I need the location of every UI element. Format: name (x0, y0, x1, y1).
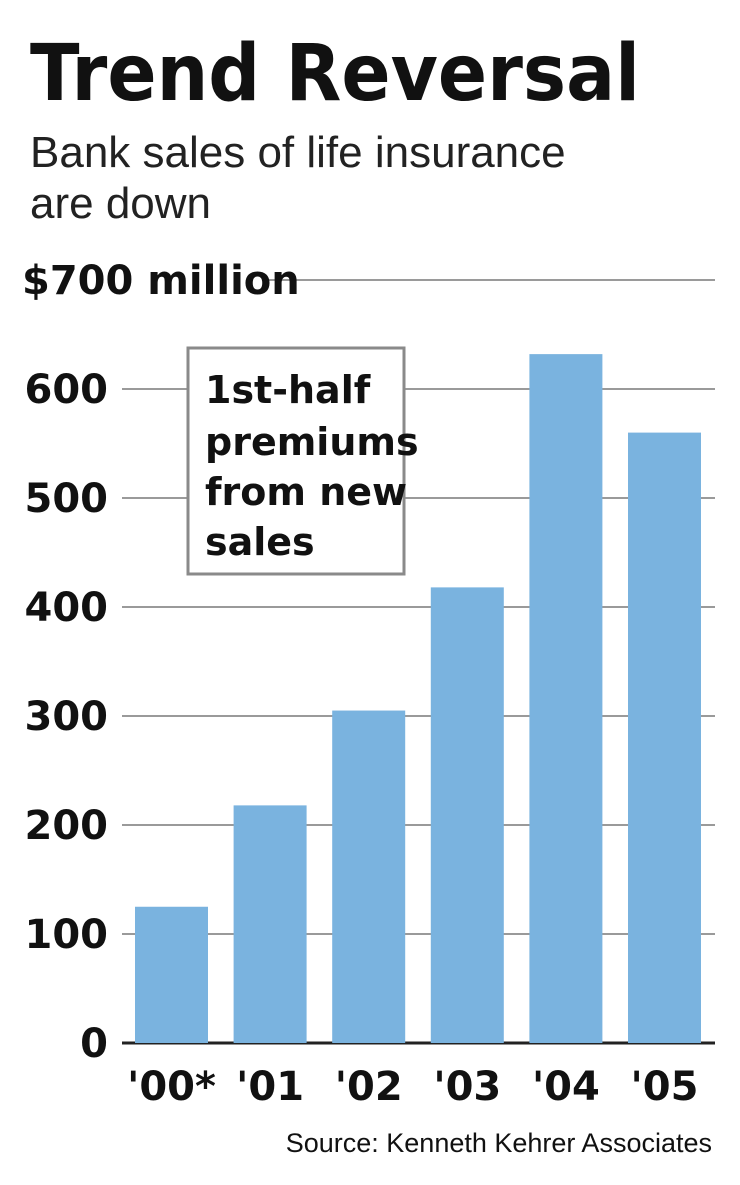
bar (233, 805, 307, 1043)
legend-box-frame (186, 346, 406, 576)
x-tick-label: '05 (631, 1064, 699, 1110)
source-note: Source: Kenneth Kehrer Associates (286, 1128, 712, 1158)
bar (529, 354, 603, 1043)
legend-line-1: 1st-half (205, 368, 371, 412)
chart-subtitle-line-2: are down (30, 179, 211, 228)
legend-line-4: sales (205, 520, 315, 564)
chart-subtitle-line-1: Bank sales of life insurance (30, 128, 566, 177)
x-tick-label: '03 (433, 1064, 501, 1110)
bar (135, 906, 208, 1043)
x-axis-tick-labels: '00* '01 '02 '03 '04 '05 (127, 1064, 698, 1110)
y-tick-label: 600 (25, 367, 109, 413)
chart-title: Trend Reversal (30, 29, 640, 119)
x-tick-label: '01 (236, 1064, 304, 1110)
y-tick-label: 100 (25, 912, 109, 958)
bars (135, 354, 701, 1044)
y-tick-label: 300 (25, 694, 109, 740)
y-tick-label: 0 (80, 1021, 108, 1067)
bar (430, 587, 504, 1043)
bar (628, 432, 701, 1044)
x-tick-label: '04 (532, 1064, 600, 1110)
legend-line-2: premiums (205, 420, 419, 464)
y-axis-tick-labels: 0 100 200 300 400 500 600 $700 million (22, 258, 300, 1067)
y-tick-label: $700 million (22, 258, 300, 304)
x-tick-label: '00* (127, 1064, 216, 1110)
y-tick-label: 200 (25, 803, 109, 849)
bar (332, 710, 406, 1043)
y-tick-label: 400 (25, 585, 109, 631)
x-tick-label: '02 (335, 1064, 403, 1110)
legend-box: 1st-half premiums from new sales (186, 346, 419, 576)
legend-line-3: from new (205, 470, 407, 514)
y-tick-label: 500 (25, 476, 109, 522)
